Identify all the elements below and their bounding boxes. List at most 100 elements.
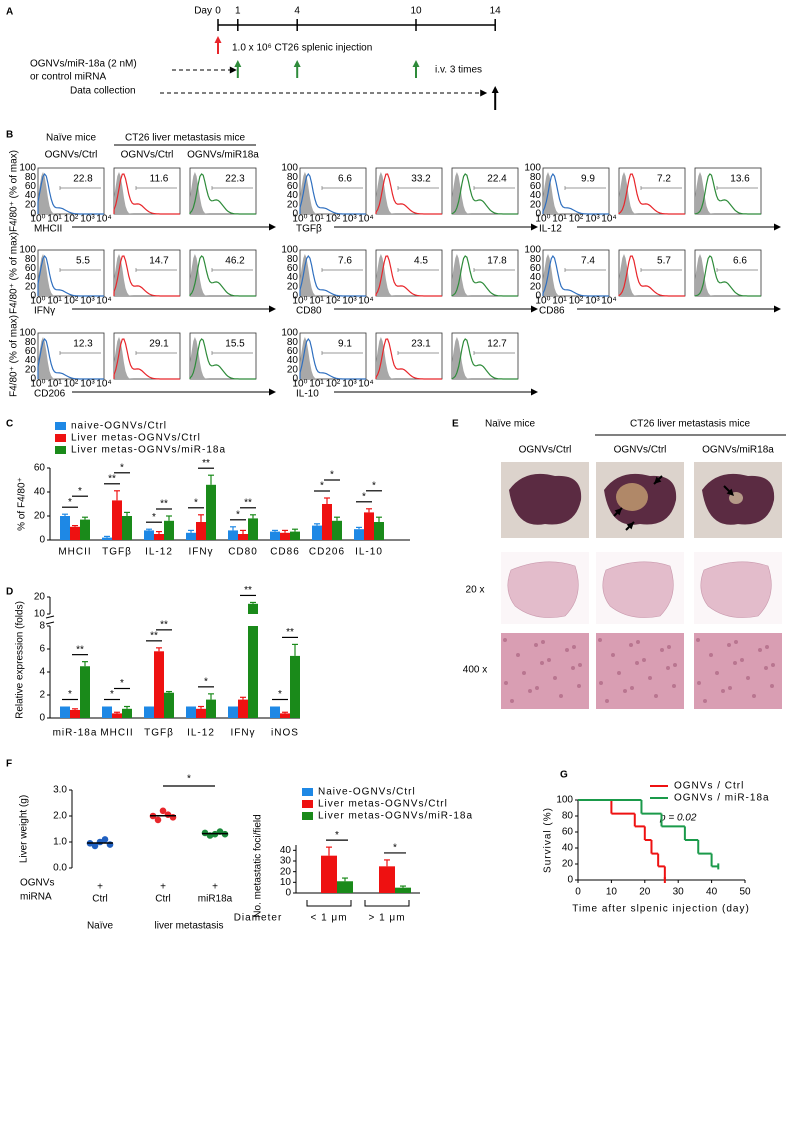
y-tick-label: 40 [287, 355, 299, 366]
bar [206, 699, 216, 718]
y-tick-label: 0 [30, 374, 36, 385]
tissue-section [602, 561, 674, 618]
gate-value: 11.6 [150, 174, 169, 185]
bar [332, 520, 342, 540]
y-tick-label: 20 [280, 866, 292, 877]
y-tick-label: 80 [287, 337, 299, 348]
panel-label: C [6, 419, 13, 430]
bar [270, 706, 280, 718]
x-tick-label: 10³ [585, 214, 600, 225]
arrow-head [269, 388, 276, 396]
bar [144, 706, 154, 718]
isotype-histogram [114, 337, 180, 379]
y-tick-label: 0 [39, 713, 45, 724]
histogram-curve [189, 255, 256, 297]
x-tick-label: 10¹ [552, 214, 567, 225]
cell [728, 686, 732, 690]
histogram-curve [113, 173, 180, 215]
y-tick-label: 0 [285, 888, 291, 899]
cell [697, 681, 701, 685]
y-tick-label: 1.0 [53, 837, 67, 848]
bar [248, 626, 258, 718]
bar [374, 522, 384, 540]
x-tick-label: 50 [739, 887, 751, 898]
isotype-histogram [376, 337, 442, 379]
y-tick-label: 2.0 [53, 811, 67, 822]
bar [112, 500, 122, 540]
bar [228, 530, 238, 540]
x-tick-label: 10³ [80, 296, 95, 307]
x-tick-label: 10³ [342, 379, 357, 390]
cell [673, 663, 677, 667]
x-tick-label: miR-18a [53, 728, 98, 739]
header: CT26 liver metastasis mice [630, 419, 750, 430]
marker-label: IL-12 [539, 224, 562, 235]
cell [565, 648, 569, 652]
histology-high [501, 633, 589, 709]
cell [540, 661, 544, 665]
x-tick-label: 10⁴ [358, 296, 373, 307]
x-tick-label: 10⁰ [292, 214, 307, 225]
bar [112, 713, 122, 718]
y-tick-label: 60 [25, 263, 37, 274]
histology-high [694, 633, 782, 709]
gate-value: 6.6 [338, 174, 352, 185]
data-point [101, 836, 109, 843]
isotype-histogram [114, 172, 180, 214]
panel-label: F [6, 759, 12, 770]
cell [771, 663, 775, 667]
arrow-head [229, 66, 237, 74]
gate-value: 9.9 [581, 174, 595, 185]
cell [571, 666, 575, 670]
bar [248, 518, 258, 540]
significance-label: ** [108, 473, 116, 484]
isotype-histogram [543, 172, 609, 214]
bar [154, 534, 164, 540]
significance-label: * [194, 497, 198, 508]
y-tick-label: 80 [25, 254, 37, 265]
column-label: OGNVs/Ctrl [121, 150, 174, 161]
data-point [201, 829, 209, 837]
significance-label: * [120, 678, 124, 689]
bar [321, 855, 337, 893]
bar [206, 484, 216, 540]
legend-label: Liver metas-OGNVs/Ctrl [318, 799, 448, 810]
x-tick-label: > 1 μm [368, 913, 405, 924]
y-tick-label: 60 [287, 263, 299, 274]
x-tick-label: 10² [64, 296, 79, 307]
cell [541, 640, 545, 644]
y-tick-label: 0 [567, 875, 573, 886]
legend-swatch [302, 800, 313, 808]
bar [122, 708, 132, 718]
x-tick-label: CD86 [270, 547, 300, 558]
x-tick-label: 10³ [342, 214, 357, 225]
histogram-curve [189, 173, 256, 215]
y-tick-label: 40 [25, 355, 37, 366]
cell [740, 658, 744, 662]
cell [623, 689, 627, 693]
x-tick-label: 10¹ [309, 379, 324, 390]
axis-label: Time after slpenic injection (day) [572, 904, 750, 915]
gate-value: 6.6 [733, 256, 747, 267]
legend-swatch [55, 422, 66, 430]
y-tick-label: 80 [287, 172, 299, 183]
cell [611, 653, 615, 657]
cell: + [212, 882, 218, 893]
cell [629, 643, 633, 647]
cell [764, 666, 768, 670]
histogram-curve [189, 338, 256, 380]
y-tick-label: 0 [535, 291, 541, 302]
row-label: miRNA [20, 892, 52, 903]
y-tick-label: 100 [281, 245, 298, 256]
x-tick-label: 10² [64, 214, 79, 225]
bracket [364, 900, 410, 907]
significance-label: ** [160, 619, 168, 630]
marker-label: TGFβ [296, 224, 322, 235]
y-tick-label: 60 [530, 181, 542, 192]
bar [164, 520, 174, 540]
gate-value: 14.7 [149, 256, 169, 267]
cell [553, 676, 557, 680]
x-tick-label: MHCII [58, 547, 91, 558]
arrow-head [269, 305, 276, 313]
